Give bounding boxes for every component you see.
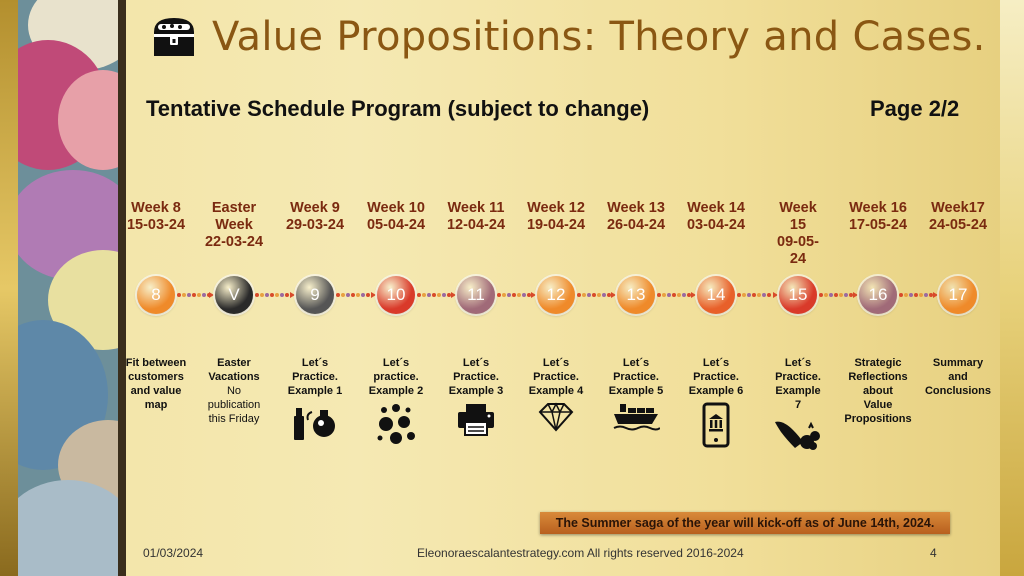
timeline-connector [818, 292, 858, 298]
timeline-node-V: V [215, 276, 253, 314]
timeline-node-16: 16 [859, 276, 897, 314]
week-header-13: Week 13 26-04-24 [606, 200, 666, 233]
week-description-8: Fit between customers and value map [125, 357, 187, 411]
timeline-node-14: 14 [697, 276, 735, 314]
timeline-node-10: 10 [377, 276, 415, 314]
timeline-node-8: 8 [137, 276, 175, 314]
week-header-14: Week 14 03-04-24 [686, 200, 746, 233]
bubbles-icon [374, 402, 418, 451]
diamond-icon [536, 402, 576, 437]
footer-date: 01/03/2024 [143, 546, 204, 560]
schedule-subtitle: Tentative Schedule Program (subject to c… [146, 96, 650, 121]
lipstick-perfume-icon [290, 402, 340, 447]
slide-title: Value Propositions: Theory and Cases. [212, 14, 986, 60]
timeline-connector [254, 292, 295, 298]
timeline-connector [176, 292, 214, 298]
timeline-connector [496, 292, 536, 298]
week-header-8: Week 8 15-03-24 [126, 200, 186, 233]
summer-saga-banner: The Summer saga of the year will kick-of… [540, 512, 950, 534]
timeline-node-13: 13 [617, 276, 655, 314]
timeline-node-12: 12 [537, 276, 575, 314]
week-header-15: Week 15 09-05- 24 [777, 200, 819, 267]
title-row: Value Propositions: Theory and Cases. [150, 14, 986, 60]
cornucopia-icon [773, 416, 823, 457]
timeline-node-11: 11 [457, 276, 495, 314]
treasure-chest-icon [154, 18, 194, 56]
timeline-connector [335, 292, 376, 298]
week-description-11: Let´s Practice. Example 3 [448, 357, 504, 397]
week-header-10: Week 10 05-04-24 [366, 200, 426, 233]
week-header-17: Week17 24-05-24 [928, 200, 988, 233]
timeline-node-15: 15 [779, 276, 817, 314]
cargo-ship-icon [612, 402, 661, 437]
timeline-connector [898, 292, 938, 298]
page-indicator: Page 2/2 [870, 96, 960, 121]
seashell-photo-strip [18, 0, 118, 576]
week-description-16: Strategic Reflections about Value Propositio… [844, 357, 912, 425]
timeline-node-17: 17 [939, 276, 977, 314]
timeline-connector [656, 292, 696, 298]
footer-page-number: 4 [930, 546, 937, 560]
right-gold-rail [1000, 0, 1024, 576]
timeline-connector [416, 292, 456, 298]
week-description-14: Let´s Practice. Example 6 [688, 357, 744, 397]
week-header-V: Easter Week 22-03-24 [204, 200, 264, 250]
week-description-10: Let´s practice. Example 2 [368, 357, 424, 397]
week-header-11: Week 11 12-04-24 [446, 200, 506, 233]
week-description-13: Let´s Practice. Example 5 [608, 357, 664, 397]
vertical-divider [118, 0, 126, 576]
week-description-9: Let´s Practice. Example 1 [287, 357, 343, 397]
footer-copyright: Eleonoraescalantestrategy.com All rights… [417, 546, 744, 560]
printer-icon [456, 402, 496, 441]
timeline-node-9: 9 [296, 276, 334, 314]
left-gold-rail [0, 0, 18, 576]
week-header-12: Week 12 19-04-24 [526, 200, 586, 233]
week-description-17: Summary and Conclusions [924, 357, 991, 397]
week-header-16: Week 16 17-05-24 [848, 200, 908, 233]
timeline-connector [576, 292, 616, 298]
week-description-15: Let´s Practice. Example 7 [775, 357, 821, 411]
mobile-bank-icon [702, 402, 730, 453]
week-header-9: Week 9 29-03-24 [285, 200, 345, 233]
timeline-connector [736, 292, 778, 298]
week-description-V: Easter Vacations No publication this Friday [207, 357, 261, 425]
week-description-12: Let´s Practice. Example 4 [528, 357, 584, 397]
